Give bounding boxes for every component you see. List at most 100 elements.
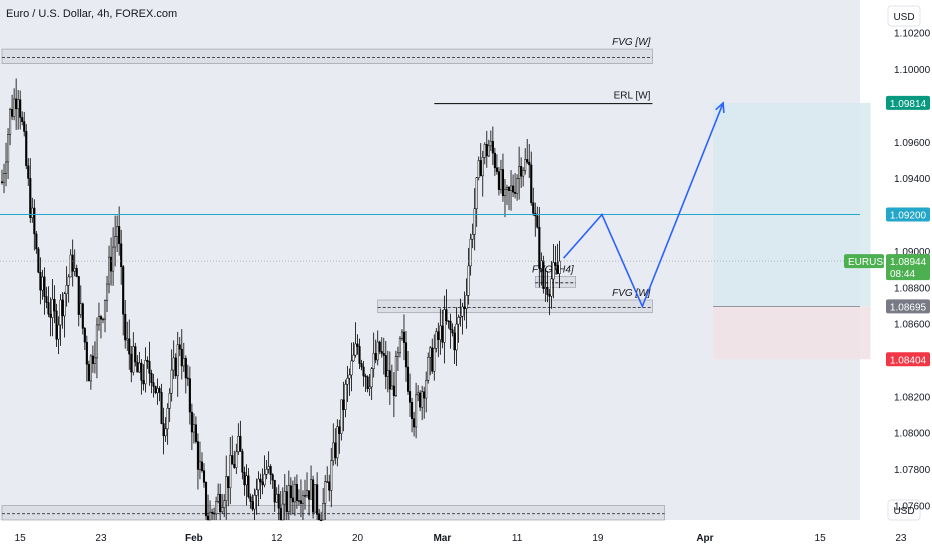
candle-body — [509, 185, 513, 191]
candle-body — [202, 470, 206, 483]
candle-body — [441, 325, 444, 343]
currency-label-top: USD — [893, 12, 914, 23]
candle-body — [429, 347, 432, 358]
candle-body — [59, 299, 62, 326]
candle-body — [91, 355, 94, 364]
candle-body — [305, 490, 309, 497]
candle-body — [51, 298, 54, 318]
candle-body — [530, 164, 533, 203]
candle-body — [392, 385, 395, 397]
horizontal-levels — [0, 214, 860, 307]
candle-body — [225, 476, 228, 501]
candle-body — [134, 346, 137, 363]
candle-body — [370, 368, 373, 388]
candle-body — [457, 317, 460, 325]
candle-body — [283, 491, 286, 505]
x-tick-label: 20 — [352, 533, 364, 544]
candle-body — [301, 495, 305, 504]
price-axis[interactable]: 1.10200 1.10000 1.09600 1.09400 1.09000 1.088… — [894, 29, 931, 513]
candle-body — [326, 481, 329, 483]
target-price-badge-bg — [886, 95, 930, 110]
candle-body — [344, 383, 347, 410]
candle-body — [186, 377, 189, 380]
candle-body — [164, 428, 167, 437]
candle-body — [17, 99, 20, 110]
candle-body — [342, 399, 345, 410]
candle-body — [112, 246, 115, 272]
candle-body — [376, 341, 379, 361]
candle-body — [148, 361, 151, 374]
candle-body — [275, 493, 278, 503]
candle-body — [552, 262, 555, 280]
candle-body — [277, 493, 280, 509]
candle-body — [340, 399, 343, 434]
candle-body — [485, 144, 488, 157]
candle-body — [194, 424, 197, 442]
candle-body — [158, 388, 161, 393]
candle-body — [37, 248, 40, 273]
level-price-badge: 1.08695 — [890, 302, 927, 313]
candle-body — [487, 145, 490, 157]
candle-body — [49, 313, 52, 318]
y-tick-label: 1.08600 — [894, 320, 931, 331]
candle-body — [124, 313, 127, 341]
candle-body — [465, 295, 468, 309]
candle-body — [146, 360, 149, 362]
candle-body — [433, 348, 436, 372]
candle-body — [406, 366, 410, 392]
candle-body — [366, 376, 369, 390]
candle-body — [477, 160, 480, 178]
chart-title: Euro / U.S. Dollar, 4h, FOREX.com — [6, 8, 177, 20]
candle-body — [435, 331, 438, 349]
candle-body — [188, 378, 191, 413]
candle-body — [499, 169, 502, 190]
candle-body — [279, 507, 282, 521]
candle-body — [25, 131, 28, 166]
candle-body — [463, 306, 466, 309]
candle-body — [21, 117, 24, 122]
candle-body — [251, 501, 254, 510]
candle-body — [372, 353, 375, 370]
candle-body — [421, 391, 424, 408]
candle-body — [378, 341, 381, 352]
candle-body — [87, 364, 90, 382]
candle-body — [273, 479, 276, 503]
candle-body — [206, 515, 210, 521]
time-axis[interactable]: 15 23 Feb 12 20 Mar 11 19 Apr 15 23 — [15, 533, 907, 544]
candle-body — [170, 369, 173, 394]
candle-body — [140, 362, 143, 381]
currency-button-top[interactable]: USD — [887, 5, 921, 27]
candle-body — [55, 310, 58, 340]
candle-body — [390, 385, 393, 390]
candle-body — [233, 463, 236, 468]
x-tick-label: 23 — [95, 533, 107, 544]
candle-body — [160, 392, 163, 424]
candle-body — [130, 353, 133, 373]
currency-button-bottom[interactable]: USD — [887, 499, 921, 521]
candle-body — [247, 475, 250, 498]
candle-body — [73, 268, 76, 272]
y-tick-label: 1.08000 — [894, 429, 931, 440]
currency-label-bottom: USD — [893, 506, 914, 517]
candle-body — [546, 287, 549, 295]
candle-body — [408, 391, 412, 403]
candle-body — [548, 294, 551, 297]
candle-body — [27, 165, 30, 179]
candle-body — [322, 503, 325, 521]
y-tick-label: 1.10000 — [894, 65, 931, 76]
candle-body — [479, 160, 482, 177]
candle-body — [39, 271, 42, 291]
candle-body — [249, 496, 252, 502]
candle-body — [382, 353, 385, 356]
y-tick-label: 1.07600 — [894, 501, 931, 512]
candle-body — [174, 357, 177, 377]
symbol-name: EURUSD — [848, 257, 890, 268]
candle-body — [419, 392, 422, 408]
candle-body — [209, 511, 212, 521]
candle-body — [467, 265, 470, 296]
candle-body — [380, 351, 383, 354]
candle-body — [156, 388, 159, 394]
candle-body — [101, 318, 105, 321]
candle-body — [172, 357, 175, 371]
